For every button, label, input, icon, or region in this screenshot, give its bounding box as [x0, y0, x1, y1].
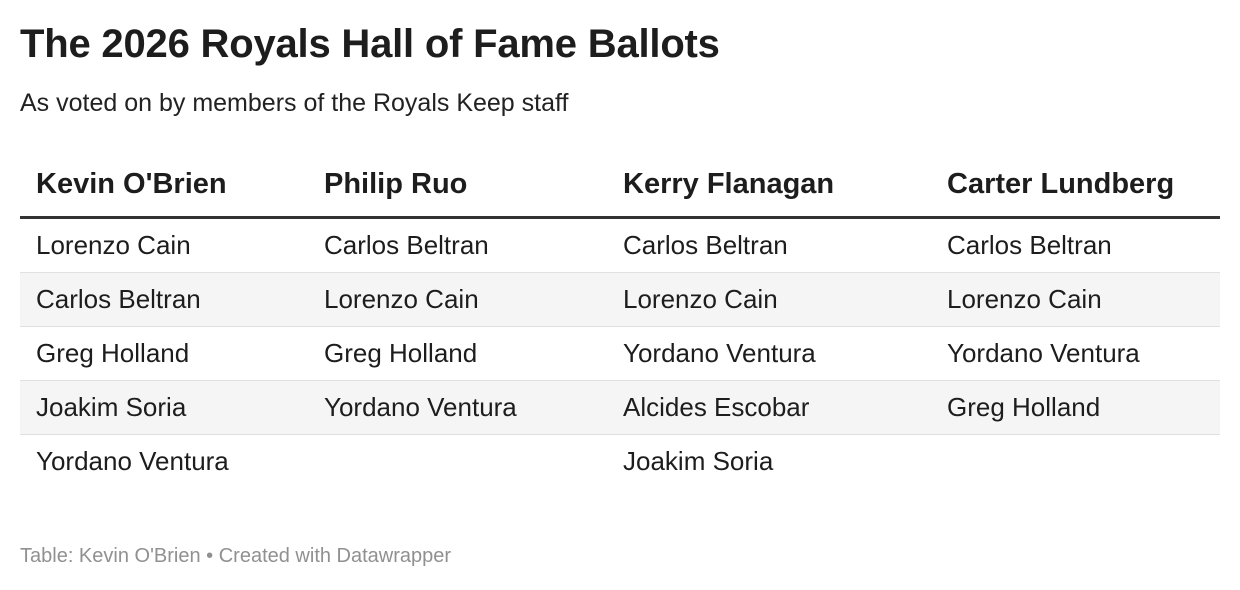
table-cell: Carlos Beltran [20, 272, 308, 327]
chart-title: The 2026 Royals Hall of Fame Ballots [20, 22, 720, 66]
table-cell: Greg Holland [308, 326, 607, 381]
table-cell [931, 435, 1220, 489]
column-header-carter-lundberg[interactable]: Carter Lundberg [931, 165, 1220, 219]
table-cell: Joakim Soria [623, 446, 774, 476]
table-cell: Yordano Ventura [308, 380, 607, 435]
datawrapper-credit-link[interactable]: Created with Datawrapper [218, 545, 452, 567]
table-cell: Yordano Ventura [607, 326, 931, 381]
table-row: Greg Holland Greg Holland Yordano Ventur… [20, 326, 1220, 381]
table-row: Joakim Soria Yordano Ventura Alcides Esc… [20, 380, 1220, 435]
table-cell [308, 435, 607, 489]
table-cell: Joakim Soria [20, 380, 308, 435]
ballots-table: Kevin O'Brien Philip Ruo Kerry Flanagan … [20, 165, 1220, 488]
table-cell: Carlos Beltran [931, 217, 1220, 273]
table-cell: Lorenzo Cain [308, 272, 607, 327]
table-row: Lorenzo Cain Carlos Beltran Carlos Beltr… [20, 217, 1220, 273]
table-cell: Carlos Beltran [607, 217, 931, 273]
column-header-philip-ruo[interactable]: Philip Ruo [308, 165, 607, 219]
table-row: Carlos Beltran Lorenzo Cain Lorenzo Cain… [20, 272, 1220, 327]
source-label: Table: Kevin O'Brien [20, 545, 201, 567]
table-cell: Carlos Beltran [308, 217, 607, 273]
table-cell: Yordano Ventura [36, 446, 229, 476]
footer-separator: • [206, 545, 214, 567]
table-cell: Lorenzo Cain [607, 272, 931, 327]
column-header-kerry-flanagan[interactable]: Kerry Flanagan [607, 165, 931, 219]
table-header-row: Kevin O'Brien Philip Ruo Kerry Flanagan … [20, 165, 1220, 219]
table-cell: Greg Holland [20, 326, 308, 381]
table-row: Yordano Ventura Joakim Soria [20, 435, 1220, 489]
table-footer: Table: Kevin O'Brien • Created with Data… [20, 545, 451, 568]
datawrapper-table-container: The 2026 Royals Hall of Fame Ballots As … [20, 22, 1220, 488]
table-cell: Alcides Escobar [607, 380, 931, 435]
table-cell: Lorenzo Cain [931, 272, 1220, 327]
table-cell: Lorenzo Cain [20, 217, 308, 273]
table-cell: Yordano Ventura [931, 326, 1220, 381]
table-cell: Greg Holland [931, 380, 1220, 435]
chart-subtitle: As voted on by members of the Royals Kee… [20, 89, 569, 117]
column-header-kevin-obrien[interactable]: Kevin O'Brien [20, 165, 308, 219]
